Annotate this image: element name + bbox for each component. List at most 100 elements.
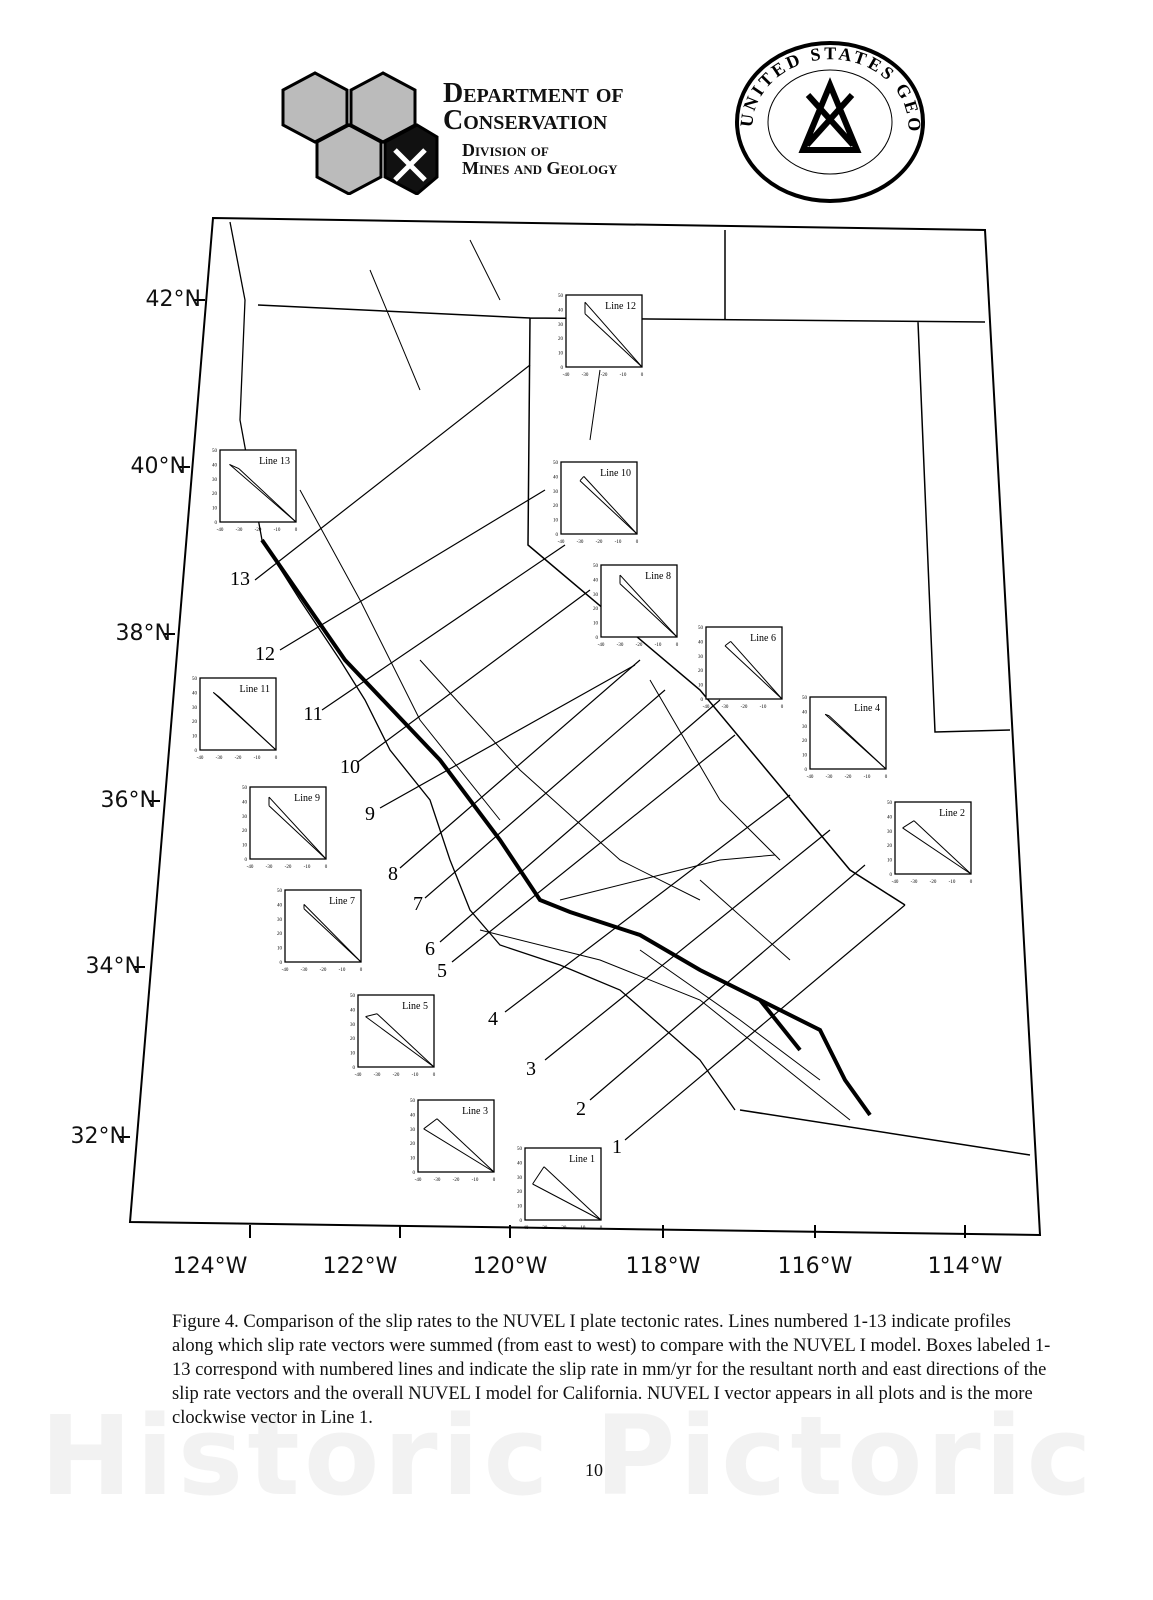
- slip-rate-inset: Line 11 0 10 20 30 40 50 -40 -30 -20 -10 0: [192, 677, 278, 761]
- inset-x-tick: -20: [741, 705, 748, 710]
- inset-y-tick: 30: [558, 323, 564, 328]
- nuvel-vector: [376, 1013, 435, 1068]
- inset-x-tick: -40: [892, 880, 899, 885]
- inset-y-tick: 0: [556, 533, 559, 538]
- profile-line-label: 2: [576, 1098, 586, 1120]
- profile-line-label: 4: [488, 1008, 498, 1030]
- profile-line-label: 8: [388, 863, 398, 885]
- inset-x-tick: -20: [393, 1073, 400, 1078]
- profile-line-label: 10: [340, 756, 360, 778]
- slip-rate-inset: Line 10 0 10 20 30 40 50 -40 -30 -20 -10 0: [553, 461, 639, 545]
- inset-y-tick: 0: [520, 1219, 523, 1224]
- page-number: 10: [585, 1460, 603, 1480]
- inset-y-tick: 20: [192, 720, 198, 725]
- inset-y-tick: 30: [887, 830, 893, 835]
- slip-vector: [584, 301, 643, 368]
- vector-connector: [724, 641, 732, 647]
- nuvel-vector: [619, 583, 678, 638]
- inset-y-tick: 20: [410, 1142, 416, 1147]
- longitude-label: 116°W: [777, 1254, 853, 1279]
- state-border: [257, 230, 1031, 1156]
- inset-x-tick: 0: [325, 865, 328, 870]
- inset-y-tick: 20: [242, 829, 248, 834]
- inset-x-tick: -20: [601, 373, 608, 378]
- slip-rate-inset: Line 7 0 10 20 30 40 50 -40 -30 -20 -10 0: [277, 889, 363, 973]
- inset-y-tick: 50: [192, 677, 198, 682]
- profile-line: [439, 699, 721, 943]
- inset-x-tick: -30: [617, 643, 624, 648]
- slip-rate-inset: Line 3 0 10 20 30 40 50 -40 -30 -20 -10 0: [410, 1099, 496, 1183]
- inset-y-tick: 10: [593, 622, 599, 627]
- profile-line: [504, 794, 791, 1013]
- inset-x-tick: 0: [970, 880, 973, 885]
- division-line2: Mines and Geology: [462, 158, 618, 178]
- longitude-label: 120°W: [472, 1254, 548, 1279]
- latitude-label: 38°N: [115, 621, 171, 646]
- inset-x-tick: 0: [636, 540, 639, 545]
- inset-x-tick: -30: [434, 1178, 441, 1183]
- inset-x-tick: -20: [930, 880, 937, 885]
- fault-trace: [479, 929, 851, 1121]
- inset-x-tick: -20: [235, 756, 242, 761]
- inset-x-tick: -10: [339, 968, 346, 973]
- inset-x-tick: -40: [522, 1226, 529, 1231]
- fault-trace: [589, 369, 601, 441]
- inset-x-tick: -20: [320, 968, 327, 973]
- profile-line: [399, 659, 641, 869]
- inset-x-tick: -40: [282, 968, 289, 973]
- inset-x-tick: 0: [600, 1226, 603, 1231]
- profile-line: [589, 864, 866, 1101]
- fault-trace: [639, 949, 821, 1081]
- slip-vector: [365, 1016, 435, 1068]
- inset-y-tick: 50: [593, 564, 599, 569]
- inset-x-tick: -40: [247, 865, 254, 870]
- inset-x-tick: -30: [216, 756, 223, 761]
- vector-connector: [229, 463, 240, 470]
- inset-y-tick: 50: [277, 889, 283, 894]
- inset-x-tick: -30: [577, 540, 584, 545]
- inset-title: Line 9: [294, 793, 320, 804]
- fault-trace: [559, 854, 776, 901]
- division-line1: Division of: [462, 140, 549, 160]
- vector-connector: [902, 820, 915, 829]
- inset-x-tick: 0: [676, 643, 679, 648]
- inset-title: Line 4: [854, 703, 880, 714]
- slip-vector: [423, 1128, 495, 1173]
- inset-title: Line 10: [600, 468, 631, 479]
- inset-title: Line 7: [329, 896, 355, 907]
- fault-trace: [699, 879, 791, 961]
- inset-x-tick: 0: [641, 373, 644, 378]
- inset-x-tick: -20: [596, 540, 603, 545]
- fault-trace: [469, 239, 501, 301]
- slip-vector: [824, 713, 887, 770]
- profile-line-label: 11: [303, 703, 322, 725]
- inset-y-tick: 20: [802, 739, 808, 744]
- inset-y-tick: 40: [593, 578, 599, 583]
- inset-title: Line 1: [569, 1154, 595, 1165]
- coastline: [229, 221, 736, 1111]
- inset-y-tick: 40: [350, 1008, 356, 1013]
- nuvel-vector: [913, 820, 972, 875]
- inset-y-tick: 0: [805, 768, 808, 773]
- map-frame: [128, 216, 1042, 1237]
- slip-vector: [583, 476, 638, 535]
- inset-y-tick: 10: [698, 684, 704, 689]
- inset-x-tick: 0: [433, 1073, 436, 1078]
- inset-y-tick: 20: [887, 844, 893, 849]
- inset-y-tick: 0: [890, 873, 893, 878]
- slip-rate-inset: Line 6 0 10 20 30 40 50 -40 -30 -20 -10 0: [698, 626, 784, 710]
- inset-y-tick: 10: [517, 1205, 523, 1210]
- inset-x-tick: -10: [949, 880, 956, 885]
- inset-x-tick: 0: [295, 528, 298, 533]
- fault-trace: [369, 269, 421, 391]
- inset-y-tick: 20: [517, 1190, 523, 1195]
- vector-connector: [825, 713, 830, 717]
- san-jacinto-fault: [759, 998, 872, 1117]
- inset-y-tick: 40: [212, 463, 218, 468]
- profile-line-label: 6: [425, 938, 435, 960]
- inset-x-tick: -10: [579, 1226, 586, 1231]
- inset-y-tick: 50: [242, 786, 248, 791]
- fault-trace: [299, 489, 501, 821]
